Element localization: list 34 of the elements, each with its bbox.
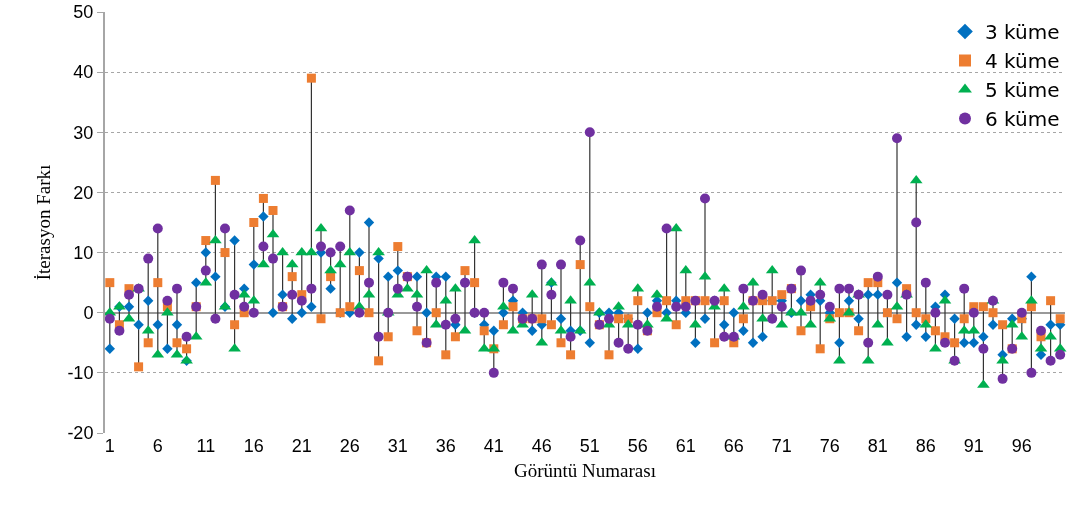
x-tick-label: 26	[339, 436, 360, 456]
x-tick-label: 71	[771, 436, 792, 456]
x-tick-label: 21	[291, 436, 312, 456]
y-axis-title: İterasyon Farkı	[32, 164, 54, 281]
x-tick-label: 51	[579, 436, 600, 456]
y-tick-label: 10	[73, 242, 94, 263]
y-tick-label: 20	[73, 182, 94, 203]
x-tick-label: 91	[963, 436, 984, 456]
x-axis-title: Görüntü Numarası	[514, 459, 656, 481]
y-tick-label: 0	[83, 303, 94, 324]
legend-label: 6 küme	[985, 107, 1060, 132]
x-tick-label: 96	[1011, 436, 1032, 456]
x-tick-label: 46	[531, 436, 552, 456]
x-tick-label: 81	[867, 436, 888, 456]
y-tick-label: -10	[67, 363, 94, 384]
x-tick-label: 66	[723, 436, 744, 456]
legend-label: 3 küme	[985, 20, 1060, 45]
x-tick-label: 41	[483, 436, 504, 456]
x-tick-label: 1	[104, 436, 115, 456]
x-tick-label: 16	[243, 436, 264, 456]
y-tick-label: -20	[67, 423, 94, 444]
x-tick-label: 31	[387, 436, 408, 456]
x-tick-label: 86	[915, 436, 936, 456]
y-tick-label: 30	[73, 122, 94, 143]
legend-label: 4 küme	[985, 49, 1060, 74]
x-tick-label: 36	[435, 436, 456, 456]
x-tick-label: 56	[627, 436, 648, 456]
x-tick-label: 61	[675, 436, 696, 456]
x-tick-label: 11	[196, 436, 216, 456]
x-tick-label: 76	[819, 436, 840, 456]
y-tick-label: 50	[73, 2, 94, 23]
x-tick-label: 6	[152, 436, 163, 456]
y-tick-label: 40	[73, 62, 94, 83]
legend-label: 5 küme	[985, 78, 1060, 103]
